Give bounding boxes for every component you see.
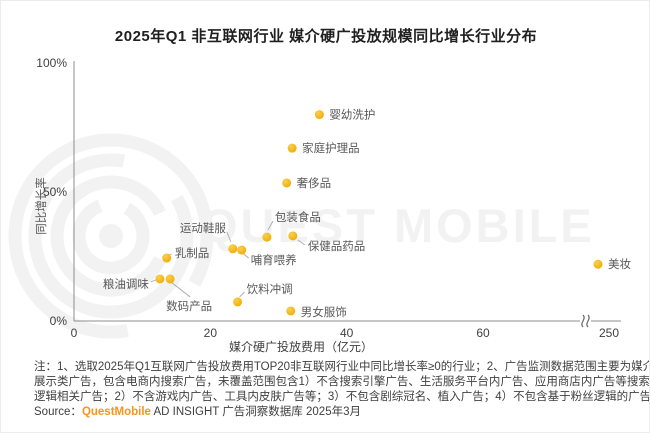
data-point-label: 保健品药品 — [308, 239, 366, 253]
data-point-label: 美妆 — [608, 257, 631, 271]
source-rest: AD INSIGHT 广告洞察数据库 2025年3月 — [150, 406, 361, 418]
axis-break-icon — [586, 314, 590, 328]
x-tick-label: 60 — [476, 326, 490, 340]
x-tick-label: 20 — [204, 326, 218, 340]
data-point — [262, 232, 272, 242]
data-point — [287, 143, 297, 153]
data-point — [165, 274, 175, 284]
data-point — [314, 110, 324, 120]
footnote-line: 展示类广告，包含电商内搜索广告，未覆盖范围包含1）不含搜索引擎广告、生活服务平台… — [34, 376, 650, 388]
data-point-label: 运动鞋服 — [180, 221, 226, 235]
x-tick-label: 40 — [340, 326, 354, 340]
footnotes: 注：1、选取2025年Q1互联网广告投放费用TOP20非互联网行业中同比增长率≥… — [34, 360, 650, 420]
data-point — [286, 306, 296, 316]
footnote-line: 逻辑相关广告；2）不含游戏内广告、工具内皮肤广告等；3）不包含剧综冠名、植入广告… — [34, 391, 650, 403]
label-leader-line — [226, 231, 232, 242]
data-point-label: 奢侈品 — [297, 176, 332, 190]
data-point-label: 婴幼洗护 — [329, 108, 375, 122]
data-point-label: 家庭护理品 — [302, 141, 360, 155]
data-point — [288, 231, 298, 241]
axes: 0% 50% 100% 0 20 40 60 250 — [36, 56, 621, 340]
label-leader-line — [297, 239, 306, 246]
watermark-logo-icon — [28, 153, 194, 319]
chart-title: 2025年Q1 非互联网行业 媒介硬广投放规模同比增长行业分布 — [114, 28, 538, 45]
data-point — [282, 178, 292, 188]
label-leader-line — [171, 282, 191, 298]
label-leader-line — [267, 220, 274, 231]
y-axis-title: 同比增长率 — [36, 177, 48, 235]
data-point-label: 粮油调味 — [103, 277, 149, 291]
data-point-label: 哺育喂养 — [251, 253, 297, 267]
label-leader-line — [150, 279, 157, 283]
footnote-line: 注：1、选取2025年Q1互联网广告投放费用TOP20非互联网行业中同比增长率≥… — [34, 361, 650, 373]
data-point-label: 包装食品 — [275, 210, 321, 224]
source-prefix: Source： — [34, 406, 82, 418]
source-line: Source：QuestMobile AD INSIGHT 广告洞察数据库 20… — [34, 405, 624, 420]
x-tick-label: 0 — [71, 326, 78, 340]
watermark-logo-icon — [8, 133, 214, 339]
label-leader-line — [243, 253, 250, 259]
data-point-label: 饮料冲调 — [247, 282, 293, 296]
y-tick-label: 100% — [36, 56, 67, 70]
data-point — [155, 274, 165, 284]
data-point — [233, 297, 243, 307]
watermark-logo-icon — [99, 224, 123, 248]
data-point — [593, 259, 603, 269]
axis-break-icon — [581, 314, 585, 328]
x-axis-title: 媒介硬广投放费用（亿元） — [228, 340, 373, 354]
x-tick-label: 250 — [599, 326, 619, 340]
data-point — [228, 244, 238, 254]
watermark: QUEST MOBILE — [8, 133, 595, 339]
watermark-logo-icon — [72, 197, 150, 275]
source-brand: QuestMobile — [81, 406, 151, 418]
y-tick-label: 50% — [43, 185, 67, 199]
watermark-text: QUEST MOBILE — [201, 199, 595, 252]
y-tick-label: 0% — [50, 314, 68, 328]
data-point-label: 乳制品 — [175, 247, 210, 260]
label-leader-line — [239, 291, 245, 298]
data-point-label: 男女服饰 — [301, 305, 347, 319]
data-point — [162, 253, 172, 263]
data-point — [237, 245, 247, 255]
data-point-label: 数码产品 — [166, 299, 212, 313]
